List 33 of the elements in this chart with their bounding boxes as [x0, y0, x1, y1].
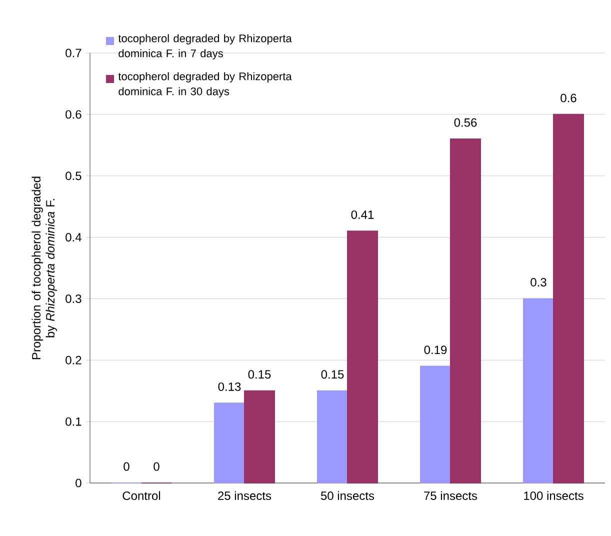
data-label: 0.41	[351, 210, 374, 219]
x-tick-label: Control	[122, 491, 160, 500]
bar	[317, 390, 348, 484]
data-label: 0.6	[560, 94, 576, 102]
bar	[523, 298, 554, 484]
data-label: 0.19	[424, 346, 447, 354]
bar	[347, 230, 378, 484]
data-label: 0.3	[530, 278, 546, 287]
y-tick-label: 0.5	[66, 172, 82, 180]
x-tick-label: 75 insects	[424, 491, 478, 500]
x-tick-label: 50 insects	[320, 491, 374, 500]
data-label: 0.15	[248, 370, 271, 379]
bar	[450, 138, 482, 484]
legend-label: tocopherol degraded by Rhizoperta dominica F. in 7 days	[118, 34, 292, 60]
y-tick-label: 0.6	[66, 110, 82, 119]
bar	[214, 402, 245, 484]
y-tick-label: 0	[76, 478, 82, 488]
legend-label: tocopherol degraded by Rhizoperta dominica F. in 30 days	[118, 72, 292, 98]
bar	[553, 114, 584, 484]
x-tick-label: 25 insects	[218, 491, 272, 500]
y-tick-label: 0.7	[66, 48, 82, 58]
data-label: 0	[124, 462, 130, 471]
data-label: 0.13	[218, 382, 241, 391]
data-label: 0.56	[454, 118, 477, 127]
y-tick-label: 0.4	[66, 233, 82, 242]
bar	[244, 390, 275, 484]
y-tick-label: 0.2	[66, 356, 82, 364]
data-label: 0	[154, 462, 160, 471]
y-tick-label: 0.1	[66, 417, 82, 426]
bar	[420, 366, 451, 484]
x-tick-label: 100 insects	[524, 491, 584, 500]
y-tick-label: 0.3	[66, 294, 82, 303]
data-label: 0.15	[321, 370, 344, 379]
